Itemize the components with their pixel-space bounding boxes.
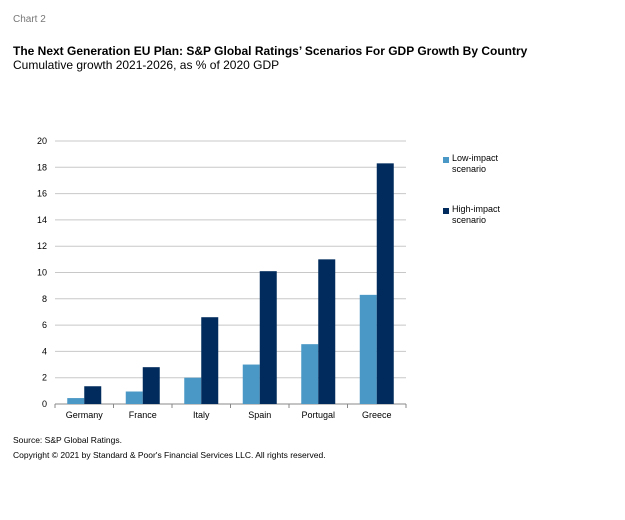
legend-high: High-impact scenario (452, 204, 501, 225)
x-tick-label: Greece (362, 410, 392, 420)
bar-high-italy (201, 317, 219, 404)
chart-title: The Next Generation EU Plan: S&P Global … (13, 44, 528, 58)
bar-low-greece (359, 294, 377, 404)
bar-high-france (142, 367, 160, 404)
y-tick-label: 2 (42, 373, 47, 383)
y-tick-label: 20 (37, 136, 47, 146)
bar-low-portugal (301, 344, 319, 404)
bar-low-italy (184, 377, 202, 404)
chart-number: Chart 2 (13, 14, 46, 25)
x-tick-label: Portugal (301, 410, 335, 420)
y-tick-label: 8 (42, 294, 47, 304)
y-tick-label: 12 (37, 241, 47, 251)
bar-high-portugal (318, 259, 336, 404)
y-tick-label: 10 (37, 268, 47, 278)
x-tick-label: France (129, 410, 157, 420)
legend-swatch-low (443, 157, 449, 163)
copyright-note: Copyright © 2021 by Standard & Poor's Fi… (13, 450, 326, 460)
y-tick-label: 4 (42, 346, 47, 356)
y-tick-label: 0 (42, 399, 47, 409)
chart-subtitle: Cumulative growth 2021-2026, as % of 202… (13, 58, 280, 72)
source-note: Source: S&P Global Ratings. (13, 435, 122, 445)
legend-swatch-high (443, 208, 449, 214)
bar-low-germany (67, 398, 85, 404)
bar-high-spain (259, 271, 277, 404)
y-tick-label: 18 (37, 162, 47, 172)
bar-high-greece (376, 163, 394, 404)
y-tick-label: 14 (37, 215, 47, 225)
y-tick-label: 16 (37, 189, 47, 199)
bar-low-france (125, 391, 143, 404)
bar-high-germany (84, 386, 102, 404)
legend-low: Low-impact scenario (452, 153, 499, 174)
x-tick-label: Germany (66, 410, 104, 420)
x-tick-label: Spain (248, 410, 271, 420)
x-tick-label: Italy (193, 410, 210, 420)
bar-low-spain (242, 364, 260, 404)
y-tick-label: 6 (42, 320, 47, 330)
